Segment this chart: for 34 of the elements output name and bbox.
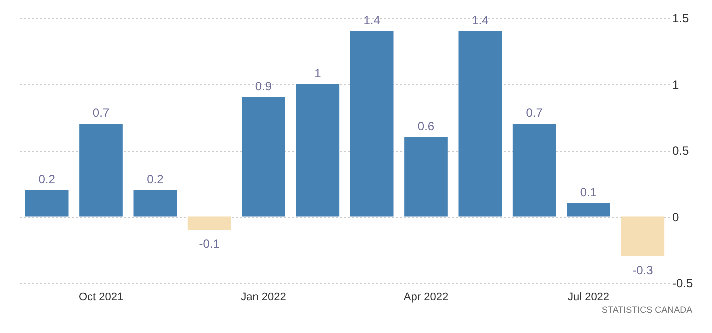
y-tick-label: 1.5 [672, 12, 690, 26]
data-label: -0.3 [632, 264, 654, 278]
data-label: 0.2 [147, 172, 164, 186]
data-label: 1 [314, 66, 322, 80]
bar [242, 98, 286, 217]
y-tick-label: 0 [672, 210, 680, 224]
data-label: 1.4 [472, 13, 490, 28]
bar [188, 216, 232, 230]
data-label: 0.7 [526, 106, 544, 120]
y-tick-label: 1 [672, 78, 680, 92]
data-label: 0.7 [92, 106, 110, 120]
y-tick-label: 0.5 [672, 144, 690, 158]
bar [567, 204, 610, 217]
data-label: 0.2 [38, 172, 56, 186]
x-tick-label: Apr 2022 [404, 292, 449, 304]
x-tick-label: Oct 2021 [78, 292, 124, 304]
data-label: 0.9 [255, 80, 272, 94]
bar [350, 31, 394, 217]
bar [80, 124, 123, 217]
bar [404, 137, 448, 217]
bar [134, 190, 178, 217]
x-tick-label: Jan 2022 [241, 292, 286, 304]
data-label: 0.6 [418, 119, 435, 134]
data-label: 0.1 [580, 186, 598, 200]
bar [458, 31, 502, 217]
x-tick-label: Jul 2022 [568, 292, 610, 304]
bar [512, 124, 556, 217]
data-label: 1.4 [364, 13, 381, 28]
text: STATISTICS CANADA [602, 305, 693, 315]
bar [25, 190, 69, 217]
data-label: -0.1 [199, 237, 220, 251]
bar [296, 84, 340, 217]
bar [621, 216, 665, 256]
y-tick-label: -0.5 [672, 276, 694, 290]
